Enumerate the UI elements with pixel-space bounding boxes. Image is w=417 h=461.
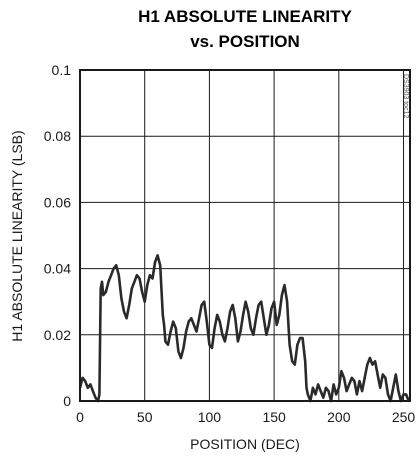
y-tick-label: 0 [63,393,71,409]
tick-labels: 0 50 100 150 200 250 0 0.02 0.04 0.06 0.08 0.1 [44,62,416,425]
x-axis-label: POSITION (DEC) [190,436,300,452]
figure-code-note: DS3903 toc12 [402,74,409,118]
series-layer [78,254,410,403]
y-axis-label: H1 ABSOLUTE LINEARITY (LSB) [9,130,25,341]
plot-frame [79,69,411,402]
x-tick-label: 150 [262,409,286,425]
y-tick-label: 0.06 [44,194,71,210]
grid [79,69,410,402]
x-tick-label: 0 [76,409,84,425]
y-tick-label: 0.04 [44,261,71,277]
x-tick-label: 100 [198,409,222,425]
y-tick-label: 0.08 [44,128,71,144]
x-tick-label: 200 [327,409,351,425]
y-tick-label: 0.1 [52,62,72,78]
x-tick-label: 250 [392,409,416,425]
series-line [78,254,410,403]
chart-title-line2: vs. POSITION [190,32,300,51]
x-tick-label: 50 [137,409,153,425]
y-tick-label: 0.02 [44,327,71,343]
chart-title-line1: H1 ABSOLUTE LINEARITY [138,7,352,26]
